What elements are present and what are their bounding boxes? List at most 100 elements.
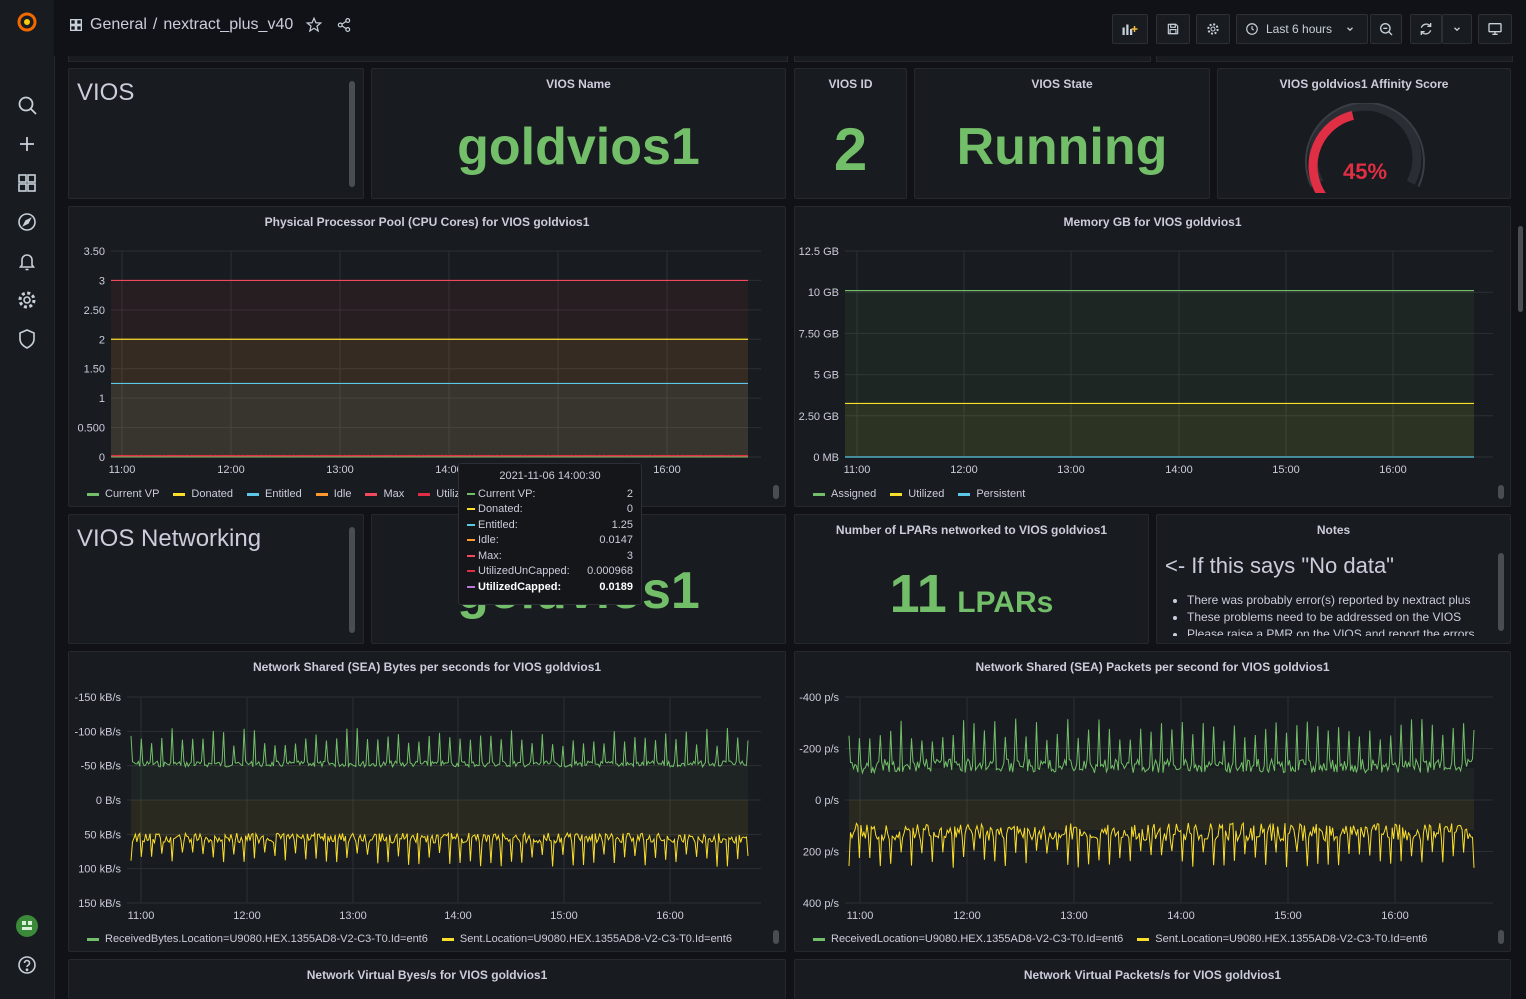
help-icon[interactable] <box>15 953 39 977</box>
x-tick-label: 14:00 <box>1165 464 1193 476</box>
scrollbar[interactable] <box>773 485 779 499</box>
legend-label: ReceivedBytes.Location=U9080.HEX.1355AD8… <box>105 933 428 945</box>
vios-state-value: Running <box>956 118 1168 176</box>
sea-packets-chart[interactable]: 400 p/s 200 p/s 0 p/s -200 p/s -400 p/s 11:00… <box>795 682 1510 942</box>
legend-item[interactable]: Utilized <box>890 488 944 500</box>
legend-item[interactable]: Donated <box>173 488 233 500</box>
refresh-interval-dropdown[interactable] <box>1442 14 1472 44</box>
search-icon[interactable] <box>15 93 39 117</box>
page-scrollbar[interactable] <box>1518 226 1523 312</box>
share-icon[interactable] <box>335 16 353 34</box>
tooltip-label: Donated: <box>467 503 523 515</box>
scrollbar[interactable] <box>1498 930 1504 944</box>
vios-networking-row-panel: VIOS Networking <box>68 514 364 644</box>
dashboards-icon[interactable] <box>15 171 39 195</box>
zoom-out-button[interactable] <box>1370 14 1402 44</box>
save-dashboard-button[interactable] <box>1156 14 1190 44</box>
legend-item[interactable]: Sent.Location=U9080.HEX.1355AD8-V2-C3-T0… <box>1137 933 1427 945</box>
compass-icon[interactable] <box>15 210 39 234</box>
received-series-line <box>130 727 749 769</box>
y-tick-label: 0 <box>99 452 105 464</box>
shield-icon[interactable] <box>15 327 39 351</box>
time-range-picker[interactable]: Last 6 hours <box>1236 14 1368 44</box>
x-tick-label: 13:00 <box>339 910 367 922</box>
tv-mode-button[interactable] <box>1478 14 1512 44</box>
legend-item[interactable]: ReceivedBytes.Location=U9080.HEX.1355AD8… <box>87 933 428 945</box>
scrollbar[interactable] <box>1498 485 1504 499</box>
cpu-chart[interactable]: 0 0.500 1 1.50 2 2.50 3 3.50 11:00 12:00 13:00 14:0… <box>69 237 785 497</box>
legend-item[interactable]: Max <box>365 488 404 500</box>
panel-title: Notes <box>1316 523 1351 537</box>
tooltip-label: Entitled: <box>467 519 518 531</box>
x-tick-label: 13:00 <box>1060 910 1088 922</box>
scrollbar[interactable] <box>1498 553 1504 631</box>
row-title: VIOS Networking <box>77 525 262 552</box>
tooltip-label: UtilizedUnCapped: <box>467 565 570 577</box>
legend-item[interactable]: Idle <box>315 488 352 500</box>
gear-icon[interactable] <box>15 288 39 312</box>
virtual-packets-panel: Network Virtual Packets/s for VIOS goldv… <box>794 959 1511 999</box>
y-tick-label: -100 kB/s <box>75 726 122 738</box>
y-tick-label: 3.50 <box>84 246 105 258</box>
current-vp-series-area <box>111 339 748 457</box>
legend-label: ReceivedLocation=U9080.HEX.1355AD8-V2-C3… <box>831 933 1124 945</box>
bell-icon[interactable] <box>15 249 39 273</box>
x-tick-label: 11:00 <box>109 464 136 476</box>
notes-panel: Notes <- If this says "No data" There wa… <box>1156 514 1511 644</box>
x-tick-label: 15:00 <box>1274 910 1302 922</box>
x-tick-label: 12:00 <box>950 464 978 476</box>
plus-icon[interactable] <box>15 132 39 156</box>
x-tick-label: 16:00 <box>653 464 681 476</box>
panel-edge <box>68 56 788 62</box>
refresh-button[interactable] <box>1410 14 1442 44</box>
y-tick-label: 0 p/s <box>815 795 839 807</box>
refresh-icon <box>1420 23 1432 35</box>
lpars-value: 11 <box>889 564 947 624</box>
scrollbar[interactable] <box>349 527 355 633</box>
breadcrumb-dashboard[interactable]: nextract_plus_v40 <box>163 16 294 33</box>
y-tick-label: 2.50 GB <box>799 411 839 423</box>
legend-swatch <box>418 492 431 496</box>
x-tick-label: 11:00 <box>847 910 874 922</box>
legend-item[interactable]: Assigned <box>813 488 876 500</box>
legend-label: Idle <box>333 488 352 500</box>
legend-swatch <box>813 492 825 496</box>
vios-name-panel: VIOS Name goldvios1 <box>371 68 786 199</box>
sea-bytes-chart[interactable]: 150 kB/s 100 kB/s 50 kB/s 0 B/s -50 kB/s -100… <box>69 682 785 942</box>
legend-item[interactable]: Entitled <box>247 488 302 500</box>
memory-chart[interactable]: 0 MB 2.50 GB 5 GB 7.50 GB 10 GB 12.5 GB 11:00 1… <box>795 237 1510 497</box>
utilized-series-area <box>845 403 1474 457</box>
panel-title: VIOS Name <box>546 77 611 91</box>
legend-swatch <box>173 492 186 496</box>
sea-packets-legend: ReceivedLocation=U9080.HEX.1355AD8-V2-C3… <box>813 933 1427 945</box>
settings-button[interactable] <box>1196 14 1230 44</box>
breadcrumb-folder[interactable]: General <box>90 16 147 33</box>
breadcrumb: General / nextract_plus_v40 <box>68 16 353 34</box>
breadcrumb-separator: / <box>152 16 158 33</box>
memory-legend: Assigned Utilized Persistent <box>813 488 1025 500</box>
legend-item[interactable]: Sent.Location=U9080.HEX.1355AD8-V2-C3-T0… <box>441 933 732 945</box>
legend-item[interactable]: Persistent <box>958 488 1025 500</box>
scrollbar[interactable] <box>349 81 355 187</box>
add-panel-button[interactable] <box>1112 14 1148 44</box>
grafana-logo-icon[interactable] <box>15 10 39 34</box>
legend-item[interactable]: Current VP <box>87 488 159 500</box>
legend-swatch <box>87 937 99 941</box>
legend-swatch <box>1137 937 1150 941</box>
tooltip-label: Max: <box>467 550 502 562</box>
sent-area <box>849 800 1474 830</box>
legend-item[interactable]: ReceivedLocation=U9080.HEX.1355AD8-V2-C3… <box>813 933 1123 945</box>
list-item: There was probably error(s) reported by … <box>1187 592 1510 609</box>
affinity-gauge: 45% <box>1305 103 1425 193</box>
lpars-panel: Number of LPARs networked to VIOS goldvi… <box>794 514 1149 644</box>
legend-label: Current VP <box>105 488 160 500</box>
x-tick-label: 16:00 <box>656 910 684 922</box>
vios-name-value: goldvios1 <box>457 118 700 176</box>
tooltip-value: 1.25 <box>611 518 633 531</box>
panel-title: Physical Processor Pool (CPU Cores) for … <box>264 215 590 229</box>
notes-heading: <- If this says "No data" <box>1165 553 1394 578</box>
avatar[interactable] <box>15 914 39 938</box>
scrollbar[interactable] <box>773 930 779 944</box>
sea-bytes-legend: ReceivedBytes.Location=U9080.HEX.1355AD8… <box>87 933 732 945</box>
star-icon[interactable] <box>305 16 323 34</box>
